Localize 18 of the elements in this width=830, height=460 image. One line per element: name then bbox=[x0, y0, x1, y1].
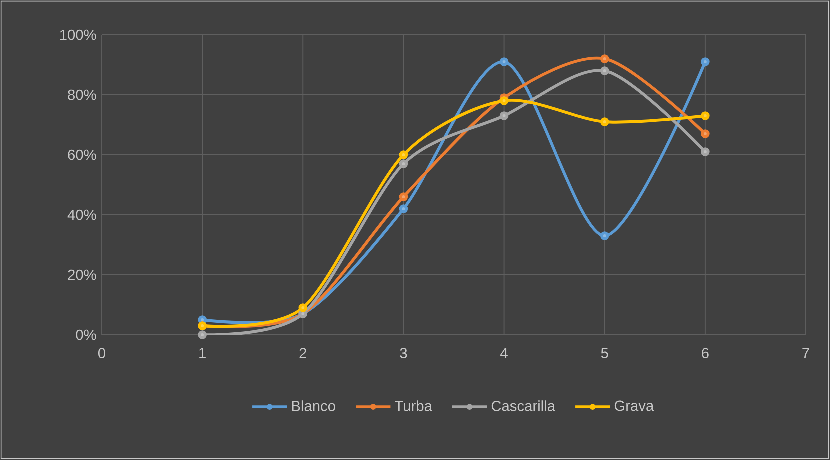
x-tick-label: 3 bbox=[400, 348, 408, 359]
y-tick-label: 80% bbox=[68, 90, 96, 100]
legend-label: Turba bbox=[395, 400, 432, 412]
y-tick-label: 60% bbox=[68, 150, 96, 160]
legend-label: Cascarilla bbox=[492, 400, 556, 412]
x-tick-label: 7 bbox=[802, 348, 810, 358]
y-tick-label: 0% bbox=[76, 330, 96, 340]
x-tick-label: 6 bbox=[702, 348, 709, 359]
legend-label: Grava bbox=[614, 400, 654, 412]
x-tick-label: 5 bbox=[601, 348, 608, 358]
y-tick-label: 40% bbox=[68, 210, 96, 220]
x-tick-label: 4 bbox=[500, 348, 508, 358]
x-tick-label: 1 bbox=[200, 348, 206, 358]
legend-label: Blanco bbox=[292, 400, 336, 412]
x-tick-label: 0 bbox=[98, 348, 106, 359]
y-tick-label: 100% bbox=[60, 30, 96, 40]
x-tick-label: 2 bbox=[300, 348, 306, 358]
y-tick-label: 20% bbox=[68, 270, 96, 280]
